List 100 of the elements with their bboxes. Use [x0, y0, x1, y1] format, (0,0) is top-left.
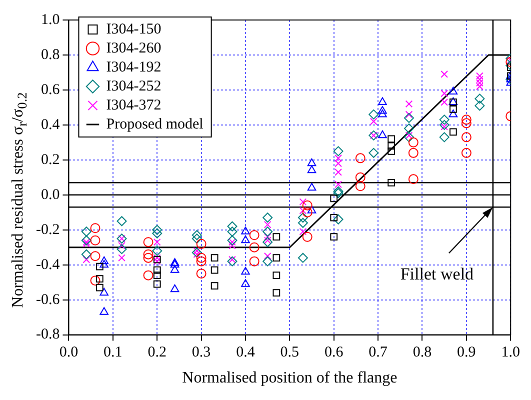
point [330, 214, 338, 222]
point [153, 280, 161, 288]
point [439, 120, 450, 130]
point [330, 194, 338, 202]
point [302, 200, 312, 210]
point [264, 233, 272, 241]
y-tick-label: 0.2 [40, 152, 60, 168]
y-tick-label: -0.8 [36, 326, 60, 343]
point [118, 254, 126, 262]
point [408, 137, 418, 148]
point [90, 223, 100, 234]
point [143, 249, 154, 260]
point [405, 100, 413, 108]
point [299, 228, 307, 236]
legend-label: I304-260 [106, 40, 162, 56]
point [461, 114, 472, 125]
point [116, 244, 127, 254]
point [192, 248, 202, 258]
y-tick-label: 0.8 [40, 46, 60, 63]
point [368, 148, 379, 158]
point [153, 272, 161, 280]
x-tick-label: 0.6 [324, 344, 344, 361]
point [404, 123, 414, 134]
point [196, 238, 206, 249]
x-tick-label: 0.0 [59, 344, 78, 361]
x-tick-label: 0.7 [368, 344, 388, 361]
y-tick-label: 0.0 [40, 186, 60, 203]
point [170, 258, 180, 266]
x-tick-label: 0.4 [236, 344, 256, 361]
point [227, 256, 238, 266]
point [355, 172, 366, 182]
point [272, 289, 280, 297]
point [192, 234, 202, 244]
point [333, 146, 344, 156]
point [241, 279, 250, 287]
point [241, 266, 250, 275]
point [302, 232, 312, 242]
point [439, 114, 450, 125]
y-tick-label: 0.4 [40, 116, 60, 133]
point [228, 238, 236, 246]
point [262, 237, 273, 248]
point [100, 256, 108, 264]
point [264, 220, 272, 228]
point [249, 230, 260, 240]
point [193, 250, 201, 258]
point [196, 268, 206, 279]
point [440, 123, 448, 130]
point [388, 147, 395, 155]
point [152, 228, 162, 238]
x-tick-label: 0.1 [104, 344, 122, 361]
point [298, 212, 308, 223]
point [333, 214, 344, 224]
point [227, 221, 238, 232]
x-tick-label: 0.3 [192, 344, 211, 361]
point [82, 238, 90, 246]
point [143, 237, 154, 248]
point [228, 256, 236, 264]
legend-label: I304-252 [106, 78, 162, 94]
point [262, 212, 273, 223]
legend-label: I304-150 [106, 21, 162, 38]
point [355, 153, 366, 164]
point [96, 275, 104, 283]
point [378, 109, 387, 118]
point [388, 142, 395, 150]
point [116, 216, 127, 226]
point [474, 100, 485, 111]
point [96, 284, 104, 292]
point [82, 256, 90, 264]
point [307, 158, 316, 166]
point [474, 94, 485, 104]
point [90, 276, 100, 286]
point [170, 265, 180, 273]
point [249, 256, 260, 266]
point [210, 282, 218, 290]
point [272, 254, 280, 262]
y-tick-label: 1.0 [40, 12, 60, 28]
point [302, 207, 312, 218]
point [192, 230, 202, 240]
point [227, 235, 238, 246]
point [193, 247, 201, 255]
point [81, 249, 92, 260]
point [404, 132, 414, 142]
point [228, 242, 236, 250]
point [272, 233, 280, 241]
point [404, 112, 414, 123]
point [405, 110, 413, 118]
point [81, 235, 92, 246]
x-axis-title: Normalised position of the flange [182, 370, 398, 387]
legend-label: I304-372 [106, 97, 162, 114]
point [262, 256, 273, 266]
point [241, 235, 250, 244]
point [100, 307, 108, 315]
x-tick-label: 0.2 [148, 344, 166, 361]
point [405, 132, 413, 140]
point [461, 148, 472, 158]
point [461, 118, 472, 128]
y-tick-label: -0.6 [36, 292, 60, 308]
point [100, 260, 108, 268]
legend-label: Proposed model [106, 116, 204, 132]
point [196, 252, 206, 263]
